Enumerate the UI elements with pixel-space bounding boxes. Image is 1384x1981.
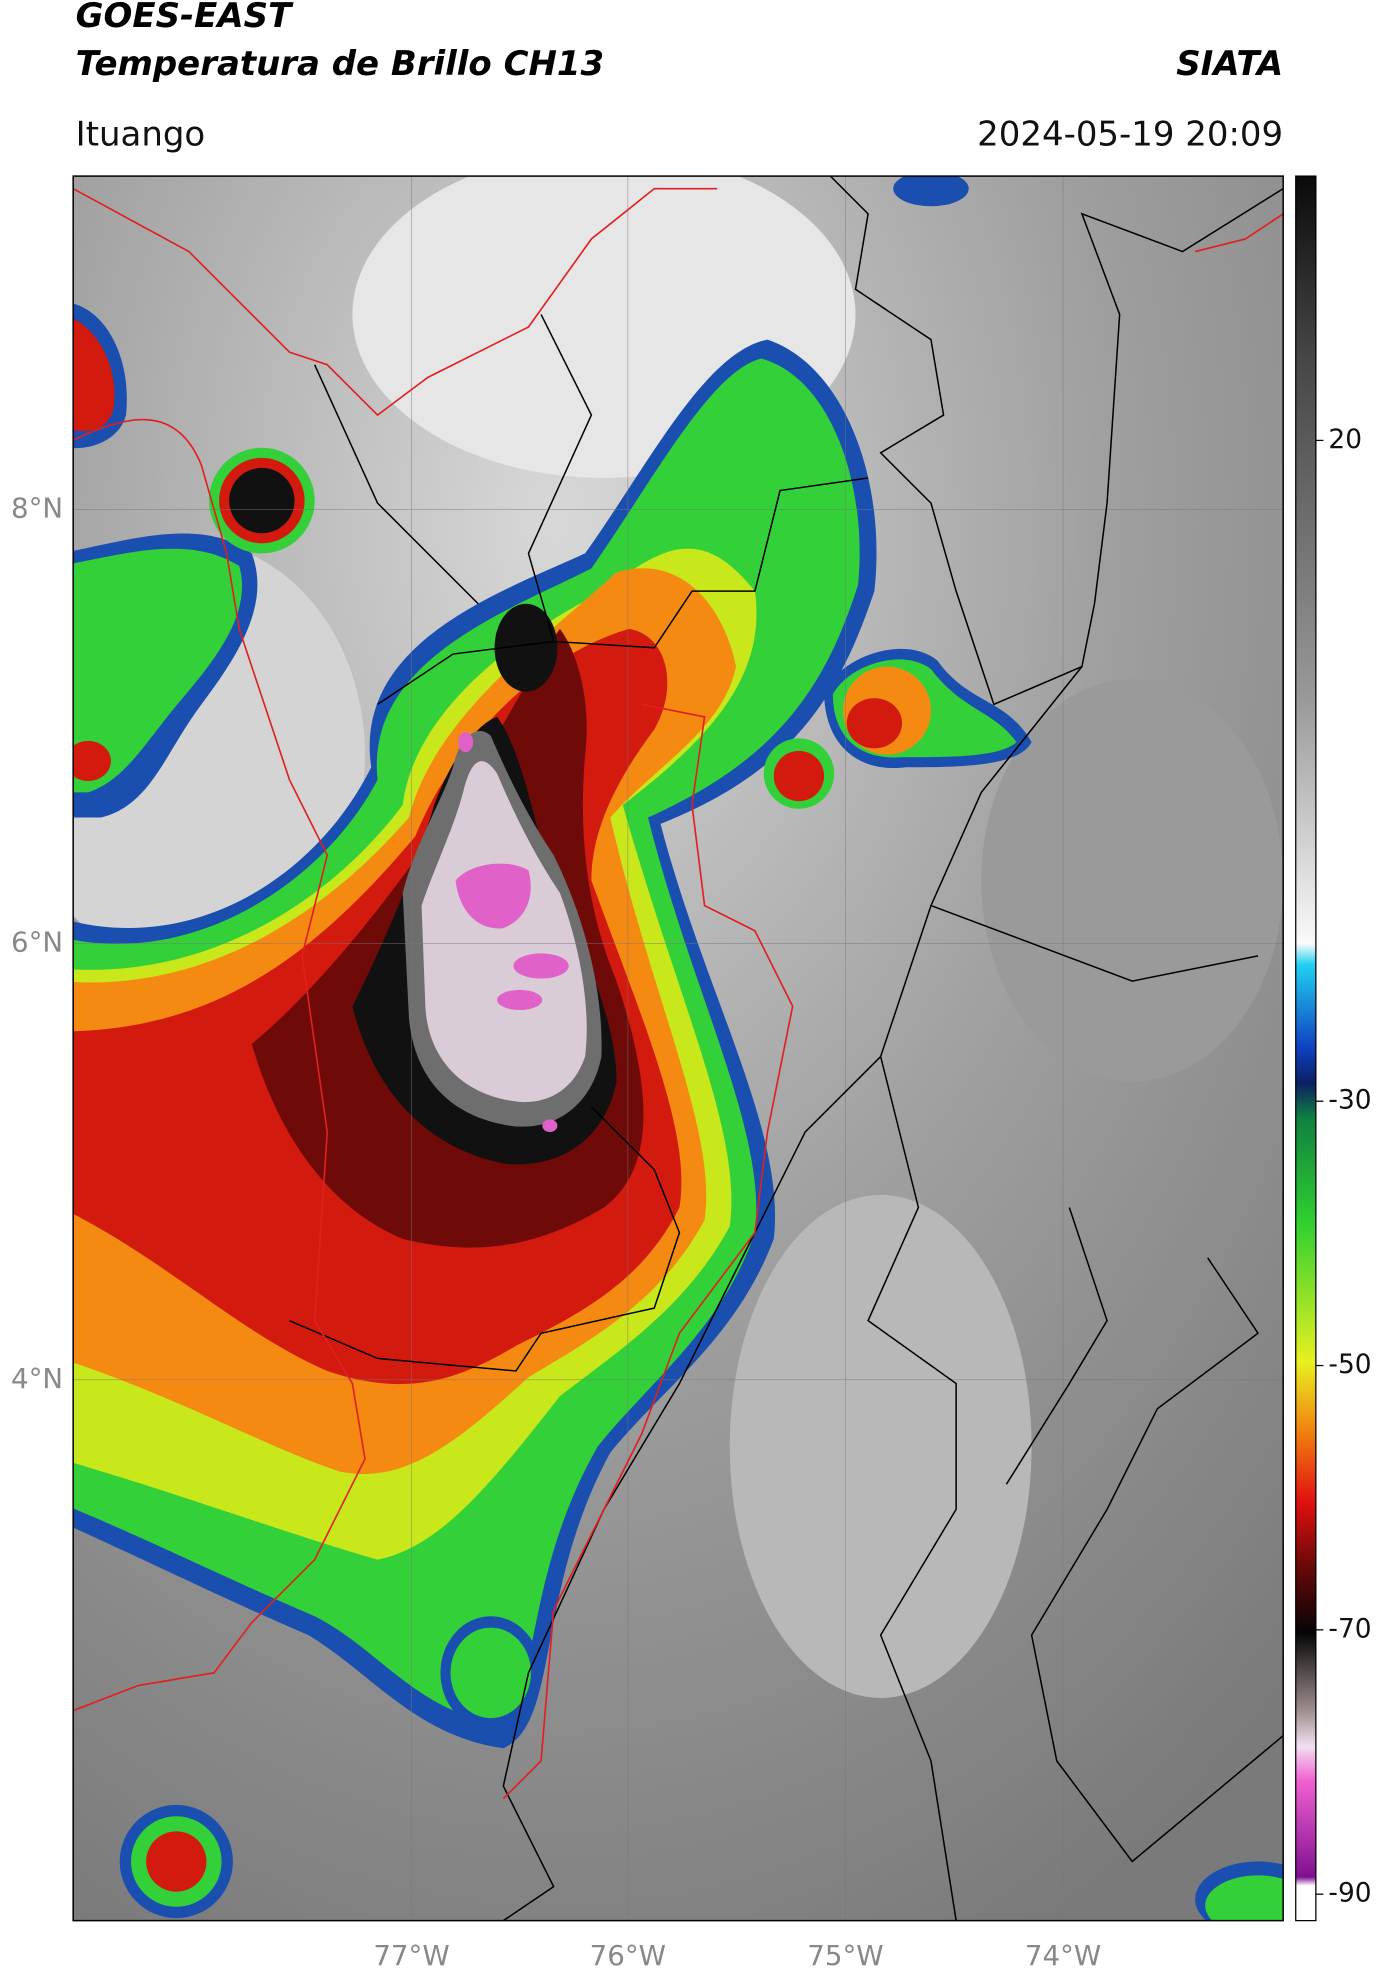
lat-label: 6°N (11, 925, 63, 958)
subtitle: Temperatura de Brillo CH13 (76, 44, 604, 84)
map-frame (72, 175, 1284, 1922)
colorbar-tick-label: -70 (1328, 1613, 1371, 1644)
lat-label: 4°N (11, 1362, 63, 1395)
lon-label: 74°W (1025, 1939, 1101, 1972)
colorbar-tick-label: -30 (1328, 1085, 1371, 1116)
colorbar-tick-label: -90 (1328, 1878, 1371, 1909)
agency: SIATA (1176, 44, 1283, 84)
satellite-image (73, 176, 1284, 1921)
lon-label: 76°W (590, 1939, 666, 1972)
colorbar-tick-label: 20 (1328, 424, 1362, 455)
colorbar (1295, 175, 1317, 1922)
location: Ituango (76, 114, 206, 154)
colorbar-scale (1295, 175, 1317, 1922)
lat-label: 8°N (11, 491, 63, 524)
colorbar-tick-label: -50 (1328, 1349, 1371, 1380)
datetime: 2024-05-19 20:09 (977, 114, 1283, 154)
title: GOES-EAST (76, 0, 294, 36)
lon-label: 75°W (807, 1939, 883, 1972)
lon-label: 77°W (373, 1939, 449, 1972)
